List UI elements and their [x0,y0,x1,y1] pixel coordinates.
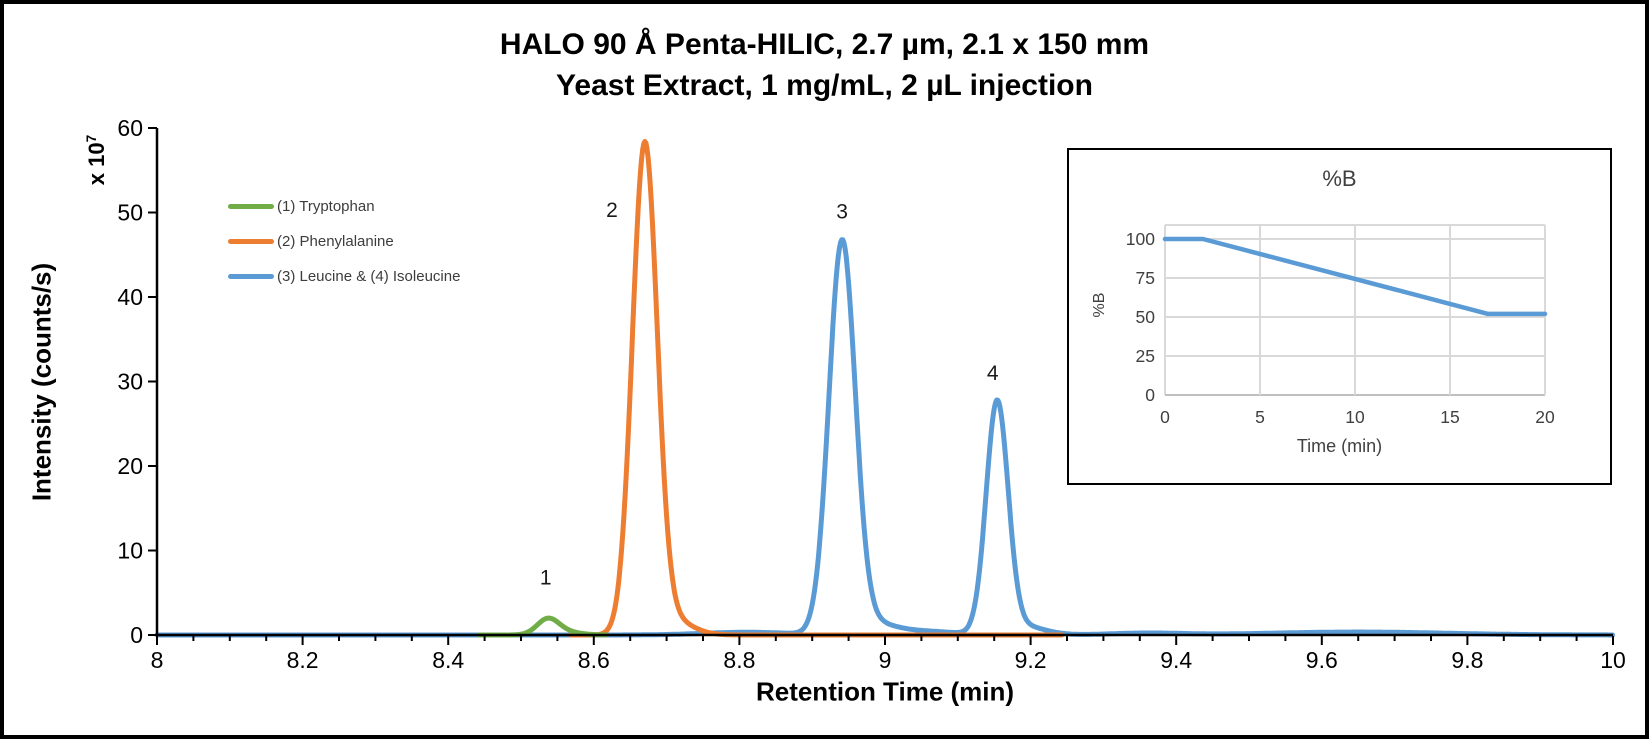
x-axis-title: Retention Time (min) [755,676,1015,707]
x-tick-label: 9.2 [1015,647,1047,673]
y-tick-label: 20 [117,453,143,479]
peak-label-1: 1 [540,567,552,590]
x-tick-label: 8.2 [287,647,319,673]
y-tick-label: 30 [117,369,143,395]
legend-swatch [228,239,274,244]
x-tick-label: 9.8 [1451,647,1483,673]
inset-y-tick-label: 75 [1136,268,1155,288]
inset-x-axis-title: Time (min) [1296,436,1383,456]
inset-x-tick-label: 20 [1535,407,1555,427]
inset-x-tick-label: 5 [1255,407,1265,427]
x-tick-label: 8.6 [578,647,610,673]
legend-label: (2) Phenylalanine [277,233,394,250]
legend-item-1: (1) Tryptophan [228,189,460,224]
inset-title: %B [1322,166,1357,191]
x-tick-label: 9.4 [1160,647,1192,673]
y-tick-label: 40 [117,284,143,310]
inset-y-tick-label: 0 [1145,385,1155,405]
chart-title-line-2: Yeast Extract, 1 mg/mL, 2 µL injection [556,69,1093,102]
x-tick-label: 8.8 [723,647,755,673]
peak-label-2: 2 [606,199,618,222]
inset-x-tick-label: 0 [1160,407,1170,427]
legend-swatch [228,274,274,279]
y-tick-label: 50 [117,200,143,226]
inset-y-tick-label: 100 [1126,229,1155,249]
x-tick-label: 8.4 [432,647,464,673]
peak-label-3: 3 [836,201,848,224]
legend: (1) Tryptophan (2) Phenylalanine (3) Leuci… [228,189,460,294]
x-tick-label: 9 [879,647,892,673]
chart-title: HALO 90 Å Penta-HILIC, 2.7 µm, 2.1 x 150… [0,24,1649,106]
legend-item-2: (2) Phenylalanine [228,224,460,259]
y-tick-label: 60 [117,115,143,141]
series-line-1 [477,615,609,638]
x-tick-label: 10 [1600,647,1626,673]
legend-label: (3) Leucine & (4) Isoleucine [277,268,461,285]
legend-swatch [228,204,274,209]
gradient-line [1162,236,1548,317]
legend-item-3: (3) Leucine & (4) Isoleucine [228,259,460,294]
chart-title-line-1: HALO 90 Å Penta-HILIC, 2.7 µm, 2.1 x 150… [499,28,1150,61]
y-tick-label: 0 [130,622,143,648]
inset-x-tick-label: 10 [1345,407,1365,427]
x-tick-label: 8 [151,647,164,673]
inset-y-tick-label: 50 [1136,307,1156,327]
y-tick-label: 10 [117,538,143,564]
legend-label: (1) Tryptophan [277,198,375,215]
peak-label-4: 4 [987,362,999,385]
inset-y-tick-label: 25 [1136,346,1155,366]
gradient-inset-panel: %B %B 0 25 50 75 100 0 5 10 15 20 Time (min) [1067,148,1612,485]
gradient-plot: 0 25 50 75 100 0 5 10 15 20 [1126,224,1555,427]
x-tick-label: 9.6 [1306,647,1338,673]
inset-x-tick-label: 15 [1440,407,1459,427]
